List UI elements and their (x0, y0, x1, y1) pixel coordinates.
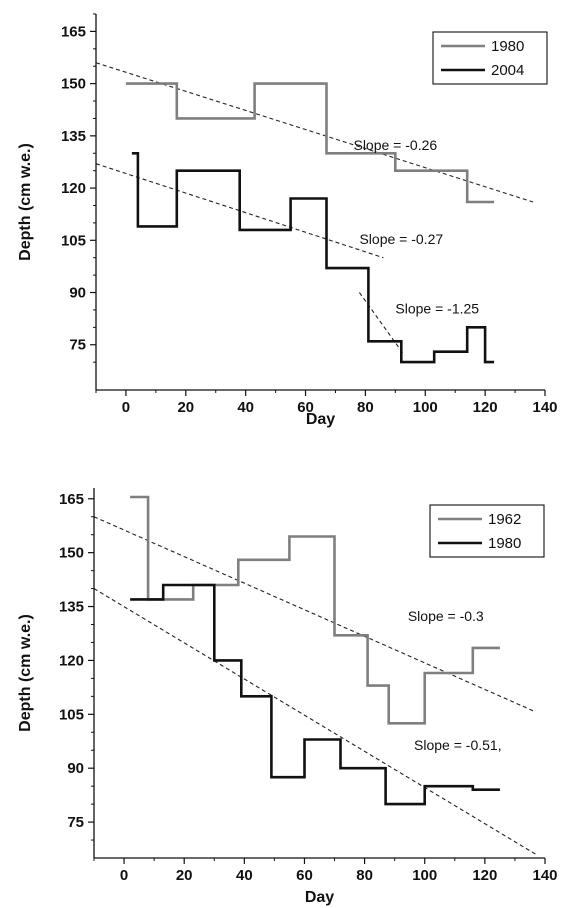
x-tick-label: 0 (122, 399, 130, 416)
series-line-2004 (131, 152, 495, 364)
x-tick-label: 100 (412, 867, 437, 884)
y-tick-label: 135 (59, 599, 84, 616)
y-tick-label: 90 (69, 285, 86, 302)
trend-line (358, 292, 405, 356)
trend-line (95, 163, 384, 259)
x-tick-label: 140 (532, 867, 557, 884)
y-tick-label: 105 (61, 232, 86, 249)
x-tick-label: 0 (120, 867, 128, 884)
series-line-1980 (125, 82, 495, 204)
y-tick-label: 150 (59, 545, 84, 562)
x-tick-label: 120 (473, 399, 498, 416)
legend-label-1980: 1980 (491, 38, 524, 55)
y-axis-label: Depth (cm w.e.) (17, 614, 34, 732)
legend-label-1962: 1962 (488, 511, 521, 528)
y-tick-label: 150 (61, 76, 86, 93)
x-tick-label: 80 (356, 867, 373, 884)
slope-annotation: Slope = -0.26 (353, 137, 437, 153)
y-tick-label: 75 (69, 337, 86, 354)
legend-label-2004: 2004 (491, 62, 524, 79)
x-tick-label: 140 (532, 399, 557, 416)
y-tick-label: 105 (59, 706, 84, 723)
series-line-1962 (130, 495, 500, 725)
x-tick-label: 40 (237, 399, 254, 416)
x-tick-label: 20 (177, 399, 194, 416)
x-tick-label: 60 (297, 399, 314, 416)
trend-line (93, 516, 534, 712)
slope-annotation: Slope = -0.27 (359, 231, 443, 247)
x-tick-label: 80 (357, 399, 374, 416)
trend-line (93, 588, 537, 855)
series-line-1980 (130, 583, 500, 806)
x-tick-label: 100 (413, 399, 438, 416)
chart-bottom-1962-1980: 0 20 40 60 80 100 120 140 75 90 105 120 135 150 165 Day… (17, 488, 558, 906)
y-tick-label: 135 (61, 128, 86, 145)
legend-label-1980: 1980 (488, 535, 521, 552)
y-axis-label: Depth (cm w.e.) (17, 143, 34, 261)
legend-box (429, 504, 545, 558)
y-tick-label: 120 (59, 652, 84, 669)
x-tick-label: 60 (296, 867, 313, 884)
x-tick-label: 120 (472, 867, 497, 884)
y-tick-label: 165 (61, 23, 86, 40)
y-tick-label: 90 (67, 760, 84, 777)
slope-annotation: Slope = -0.3 (408, 608, 484, 624)
x-tick-label: 20 (176, 867, 193, 884)
y-tick-label: 75 (67, 814, 84, 831)
legend-box (432, 31, 548, 85)
x-tick-label: 40 (236, 867, 253, 884)
y-tick-label: 120 (61, 180, 86, 197)
x-axis-label: Day (306, 411, 335, 428)
chart-top-1980-2004: 0 20 40 60 80 100 120 140 75 90 105 120 135 150 165 Day… (17, 13, 558, 428)
x-axis-label: Day (305, 889, 334, 906)
slope-annotation: Slope = -0.51, (414, 737, 502, 753)
slope-annotation: Slope = -1.25 (395, 300, 479, 316)
y-tick-label: 165 (59, 491, 84, 508)
